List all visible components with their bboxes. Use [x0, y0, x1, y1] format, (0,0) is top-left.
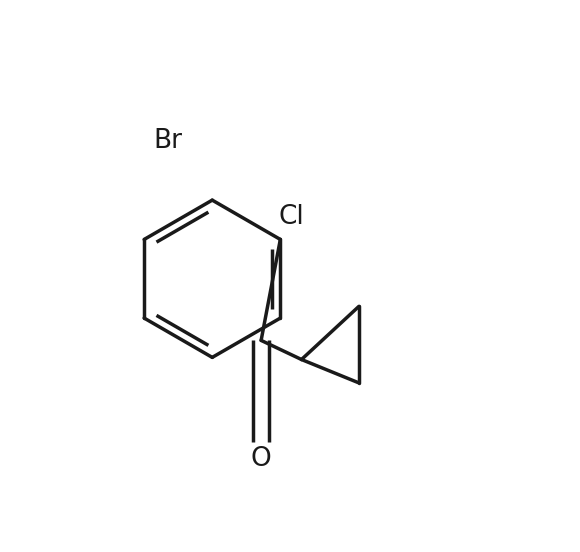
- Text: Cl: Cl: [278, 204, 304, 230]
- Text: Br: Br: [153, 128, 182, 154]
- Text: O: O: [251, 447, 271, 473]
